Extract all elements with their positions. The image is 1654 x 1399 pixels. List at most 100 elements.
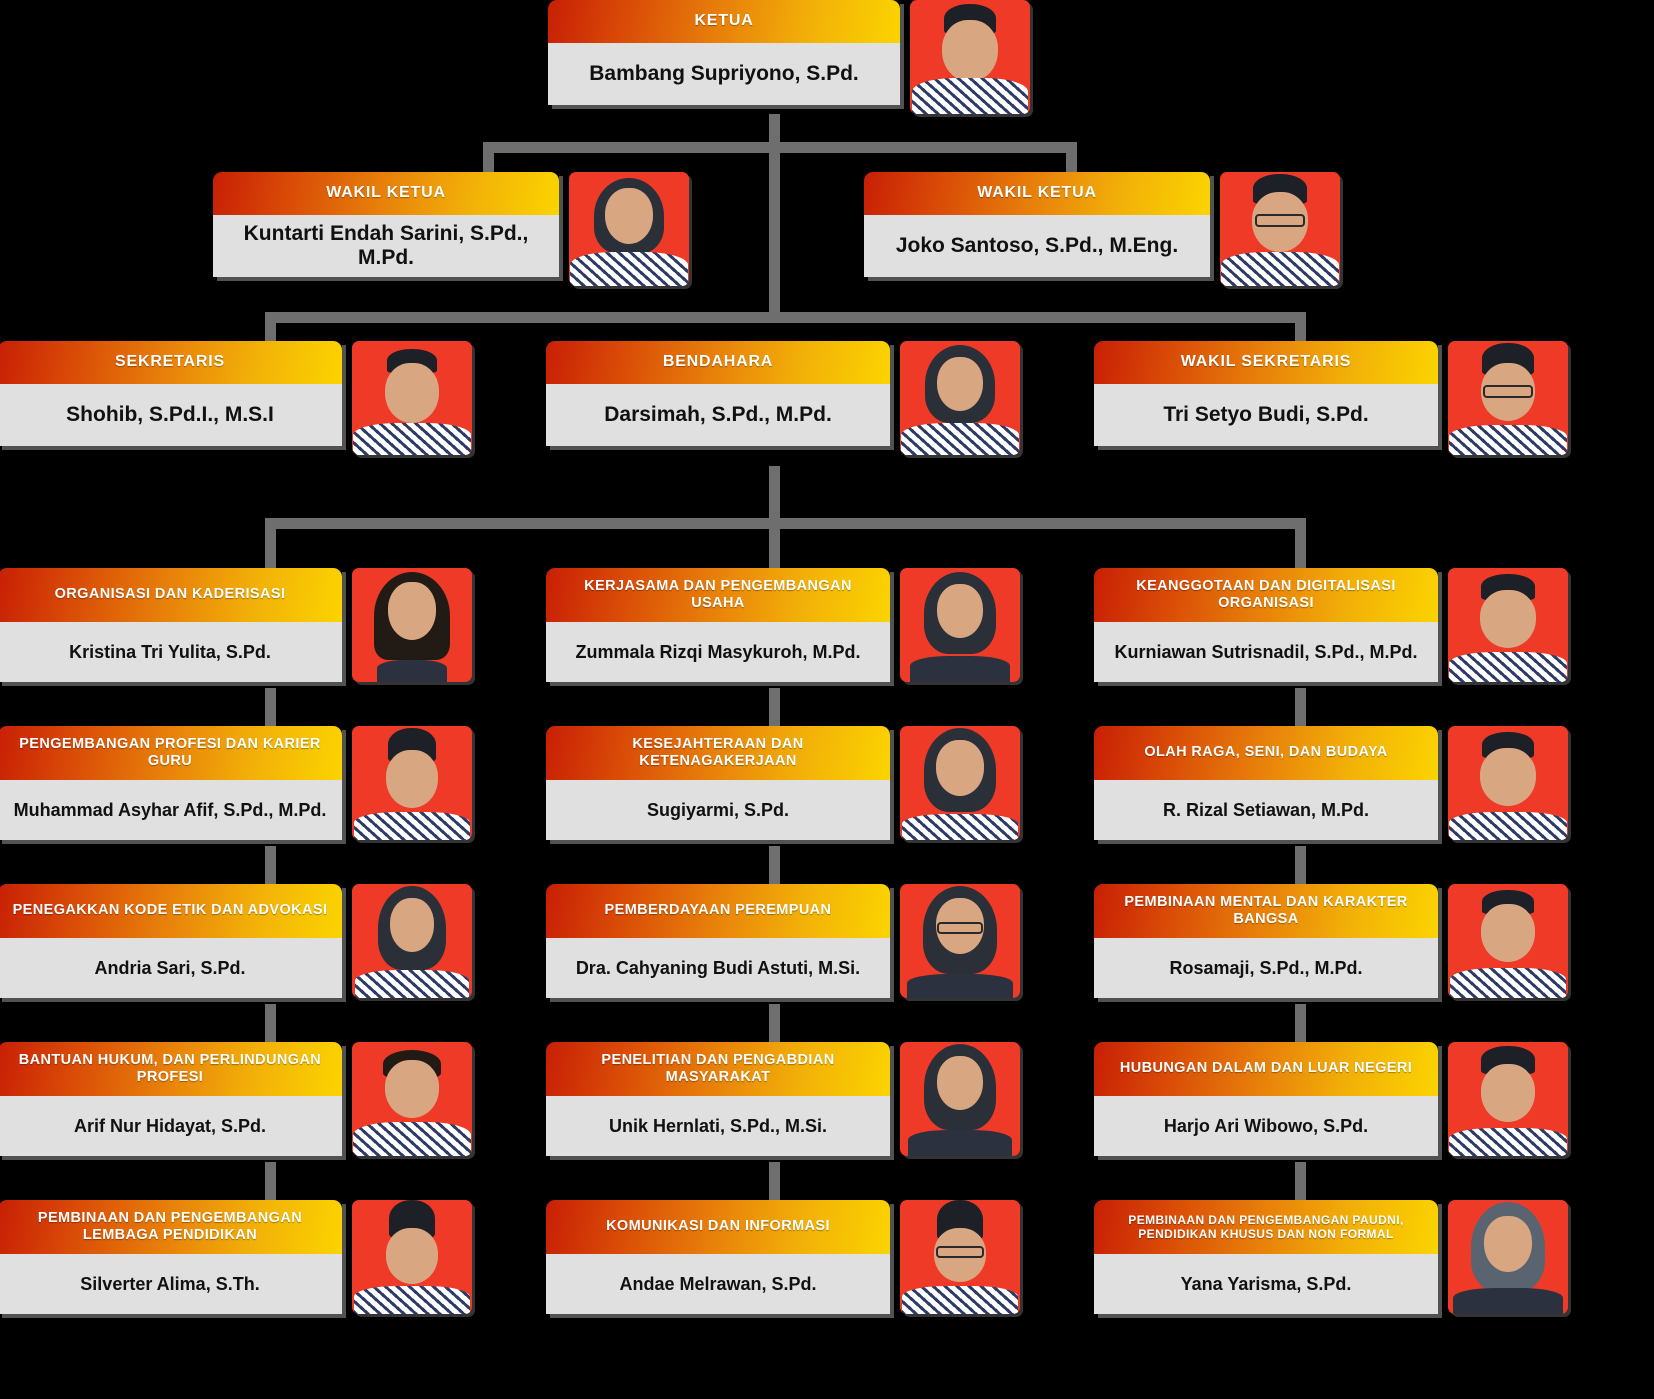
node-bendahara-title: BENDAHARA — [546, 341, 890, 384]
connector-dept-mid-4 — [769, 1162, 780, 1206]
connector-vicechair-left-down — [483, 142, 494, 180]
portrait-department-10 — [352, 1042, 472, 1156]
node-sekretaris-box: SEKRETARIS Shohib, S.Pd.I., M.S.I — [0, 341, 342, 446]
node-department-7-name: Andria Sari, S.Pd. — [0, 938, 342, 998]
node-department-2[interactable]: KERJASAMA DAN PENGEMBANGAN USAHA Zummala… — [546, 568, 1020, 682]
node-department-12[interactable]: HUBUNGAN DALAM DAN LUAR NEGERI Harjo Ari… — [1094, 1042, 1568, 1156]
node-department-14-name: Andae Melrawan, S.Pd. — [546, 1254, 890, 1314]
node-department-11[interactable]: PENELITIAN DAN PENGABDIAN MASYARAKAT Uni… — [546, 1042, 1020, 1156]
connector-dept-mid-3 — [769, 1004, 780, 1048]
connector-ketua-down — [769, 114, 780, 148]
node-department-4-name: Muhammad Asyhar Afif, S.Pd., M.Pd. — [0, 780, 342, 840]
node-department-6-name: R. Rizal Setiawan, M.Pd. — [1094, 780, 1438, 840]
node-wakil-ketua-1-box: WAKIL KETUA Kuntarti Endah Sarini, S.Pd.… — [213, 172, 559, 277]
node-department-11-name: Unik Hernlati, S.Pd., M.Si. — [546, 1096, 890, 1156]
node-wakil-ketua-2-name: Joko Santoso, S.Pd., M.Eng. — [864, 215, 1210, 277]
node-department-6-box: OLAH RAGA, SENI, DAN BUDAYA R. Rizal Set… — [1094, 726, 1438, 840]
portrait-department-1 — [352, 568, 472, 682]
portrait-bendahara — [900, 341, 1020, 455]
connector-dept-right-3 — [1295, 1004, 1306, 1048]
connector-vicechair-bus — [483, 142, 1077, 153]
connector-dept-left-3 — [265, 1004, 276, 1048]
node-department-5[interactable]: KESEJAHTERAAN DAN KETENAGAKERJAAN Sugiya… — [546, 726, 1020, 840]
node-wakil-ketua-1[interactable]: WAKIL KETUA Kuntarti Endah Sarini, S.Pd.… — [213, 172, 689, 286]
node-wakil-ketua-2[interactable]: WAKIL KETUA Joko Santoso, S.Pd., M.Eng. — [864, 172, 1340, 286]
node-department-10-box: BANTUAN HUKUM, DAN PERLINDUNGAN PROFESI … — [0, 1042, 342, 1156]
node-department-13-title: PEMBINAAN DAN PENGEMBANGAN LEMBAGA PENDI… — [0, 1200, 342, 1254]
node-department-4[interactable]: PENGEMBANGAN PROFESI DAN KARIER GURU Muh… — [0, 726, 472, 840]
node-wakil-ketua-1-title: WAKIL KETUA — [213, 172, 559, 215]
portrait-wakil-sekretaris — [1448, 341, 1568, 455]
node-department-13-name: Silverter Alima, S.Th. — [0, 1254, 342, 1314]
connector-department-right-down — [1295, 518, 1306, 574]
node-department-3[interactable]: KEANGGOTAAN DAN DIGITALISASI ORGANISASI … — [1094, 568, 1568, 682]
node-department-12-box: HUBUNGAN DALAM DAN LUAR NEGERI Harjo Ari… — [1094, 1042, 1438, 1156]
node-bendahara-name: Darsimah, S.Pd., M.Pd. — [546, 384, 890, 446]
node-bendahara[interactable]: BENDAHARA Darsimah, S.Pd., M.Pd. — [546, 341, 1020, 455]
connector-dept-right-4 — [1295, 1162, 1306, 1206]
node-ketua-title: KETUA — [548, 0, 900, 43]
node-wakil-sekretaris[interactable]: WAKIL SEKRETARIS Tri Setyo Budi, S.Pd. — [1094, 341, 1568, 455]
portrait-department-12 — [1448, 1042, 1568, 1156]
node-department-1-box: ORGANISASI DAN KADERISASI Kristina Tri Y… — [0, 568, 342, 682]
node-department-8-title: PEMBERDAYAAN PEREMPUAN — [546, 884, 890, 938]
node-ketua-box: KETUA Bambang Supriyono, S.Pd. — [548, 0, 900, 105]
node-department-6[interactable]: OLAH RAGA, SENI, DAN BUDAYA R. Rizal Set… — [1094, 726, 1568, 840]
connector-department-bus — [265, 518, 1306, 529]
node-department-10[interactable]: BANTUAN HUKUM, DAN PERLINDUNGAN PROFESI … — [0, 1042, 472, 1156]
node-department-1[interactable]: ORGANISASI DAN KADERISASI Kristina Tri Y… — [0, 568, 472, 682]
node-department-15-name: Yana Yarisma, S.Pd. — [1094, 1254, 1438, 1314]
portrait-department-15 — [1448, 1200, 1568, 1314]
node-department-6-title: OLAH RAGA, SENI, DAN BUDAYA — [1094, 726, 1438, 780]
portrait-department-4 — [352, 726, 472, 840]
node-department-3-name: Kurniawan Sutrisnadil, S.Pd., M.Pd. — [1094, 622, 1438, 682]
node-department-15[interactable]: PEMBINAAN DAN PENGEMBANGAN PAUDNI, PENDI… — [1094, 1200, 1568, 1314]
node-department-3-box: KEANGGOTAAN DAN DIGITALISASI ORGANISASI … — [1094, 568, 1438, 682]
node-department-9[interactable]: PEMBINAAN MENTAL DAN KARAKTER BANGSA Ros… — [1094, 884, 1568, 998]
connector-dept-left-4 — [265, 1162, 276, 1206]
portrait-department-13 — [352, 1200, 472, 1314]
node-wakil-ketua-2-title: WAKIL KETUA — [864, 172, 1210, 215]
node-department-14-title: KOMUNIKASI DAN INFORMASI — [546, 1200, 890, 1254]
node-department-12-name: Harjo Ari Wibowo, S.Pd. — [1094, 1096, 1438, 1156]
portrait-wakil-ketua-1 — [569, 172, 689, 286]
node-wakil-sekretaris-box: WAKIL SEKRETARIS Tri Setyo Budi, S.Pd. — [1094, 341, 1438, 446]
node-department-1-title: ORGANISASI DAN KADERISASI — [0, 568, 342, 622]
node-department-5-title: KESEJAHTERAAN DAN KETENAGAKERJAAN — [546, 726, 890, 780]
portrait-department-3 — [1448, 568, 1568, 682]
node-department-5-name: Sugiyarmi, S.Pd. — [546, 780, 890, 840]
node-department-10-name: Arif Nur Hidayat, S.Pd. — [0, 1096, 342, 1156]
node-ketua[interactable]: KETUA Bambang Supriyono, S.Pd. — [548, 0, 1030, 114]
connector-vicechair-right-down — [1066, 142, 1077, 180]
connector-trunk-mid — [769, 142, 780, 320]
portrait-department-5 — [900, 726, 1020, 840]
node-wakil-sekretaris-title: WAKIL SEKRETARIS — [1094, 341, 1438, 384]
node-department-7[interactable]: PENEGAKKAN KODE ETIK DAN ADVOKASI Andria… — [0, 884, 472, 998]
node-department-5-box: KESEJAHTERAAN DAN KETENAGAKERJAAN Sugiya… — [546, 726, 890, 840]
node-department-13[interactable]: PEMBINAAN DAN PENGEMBANGAN LEMBAGA PENDI… — [0, 1200, 472, 1314]
portrait-department-9 — [1448, 884, 1568, 998]
node-wakil-sekretaris-name: Tri Setyo Budi, S.Pd. — [1094, 384, 1438, 446]
node-bendahara-box: BENDAHARA Darsimah, S.Pd., M.Pd. — [546, 341, 890, 446]
node-sekretaris-name: Shohib, S.Pd.I., M.S.I — [0, 384, 342, 446]
connector-officer-left-down — [265, 312, 276, 348]
node-department-8[interactable]: PEMBERDAYAAN PEREMPUAN Dra. Cahyaning Bu… — [546, 884, 1020, 998]
node-department-14[interactable]: KOMUNIKASI DAN INFORMASI Andae Melrawan,… — [546, 1200, 1020, 1314]
portrait-wakil-ketua-2 — [1220, 172, 1340, 286]
node-department-9-box: PEMBINAAN MENTAL DAN KARAKTER BANGSA Ros… — [1094, 884, 1438, 998]
node-ketua-name: Bambang Supriyono, S.Pd. — [548, 43, 900, 105]
node-wakil-ketua-1-name: Kuntarti Endah Sarini, S.Pd., M.Pd. — [213, 215, 559, 277]
connector-dept-left-1 — [265, 688, 276, 732]
node-department-12-title: HUBUNGAN DALAM DAN LUAR NEGERI — [1094, 1042, 1438, 1096]
connector-dept-mid-1 — [769, 688, 780, 732]
node-department-11-title: PENELITIAN DAN PENGABDIAN MASYARAKAT — [546, 1042, 890, 1096]
node-sekretaris[interactable]: SEKRETARIS Shohib, S.Pd.I., M.S.I — [0, 341, 472, 455]
node-department-4-title: PENGEMBANGAN PROFESI DAN KARIER GURU — [0, 726, 342, 780]
portrait-department-11 — [900, 1042, 1020, 1156]
node-department-10-title: BANTUAN HUKUM, DAN PERLINDUNGAN PROFESI — [0, 1042, 342, 1096]
node-department-15-box: PEMBINAAN DAN PENGEMBANGAN PAUDNI, PENDI… — [1094, 1200, 1438, 1314]
node-department-7-box: PENEGAKKAN KODE ETIK DAN ADVOKASI Andria… — [0, 884, 342, 998]
portrait-department-7 — [352, 884, 472, 998]
node-department-2-name: Zummala Rizqi Masykuroh, M.Pd. — [546, 622, 890, 682]
